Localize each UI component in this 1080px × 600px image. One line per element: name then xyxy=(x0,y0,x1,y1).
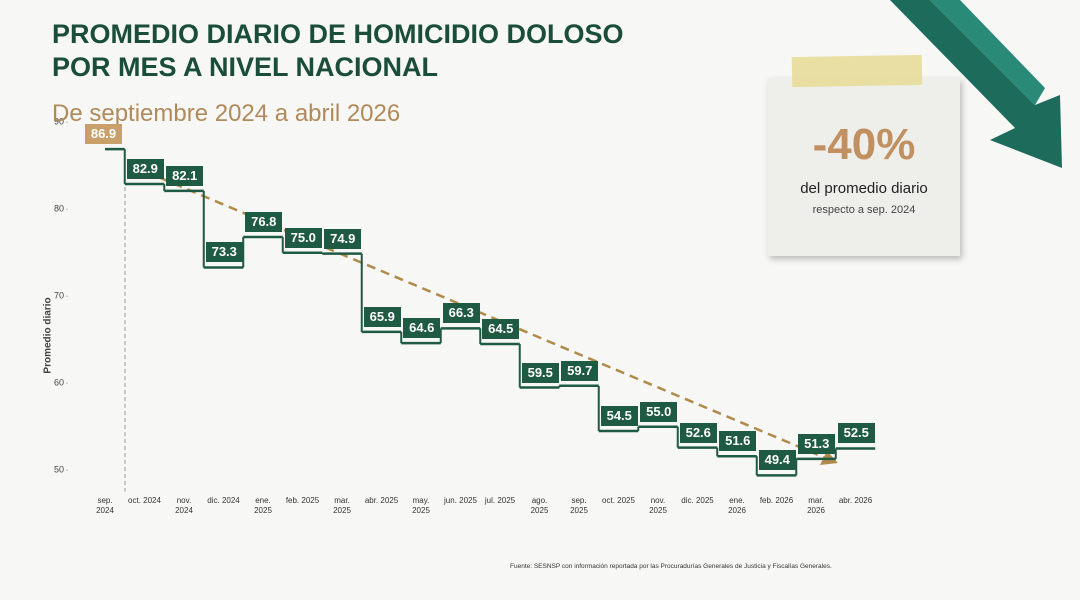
x-tick-label: feb. 2025 xyxy=(285,495,320,505)
value-label: 74.9 xyxy=(324,228,362,249)
x-tick-label: abr. 2026 xyxy=(838,495,873,505)
x-tick-label: dic. 2025 xyxy=(681,495,714,505)
value-label: 55.0 xyxy=(640,401,678,422)
value-label: 82.9 xyxy=(126,158,164,179)
x-tick-label: mar. 2026 xyxy=(807,495,825,515)
trend-line xyxy=(131,164,829,461)
value-label: 59.5 xyxy=(521,362,559,383)
source-note: Fuente: SESNSP con información reportada… xyxy=(510,563,832,570)
y-axis-label: Promedio diario xyxy=(42,297,54,374)
x-tick-label: ago. 2025 xyxy=(530,495,549,515)
value-label: 64.6 xyxy=(403,318,441,339)
value-label: 52.6 xyxy=(679,422,717,443)
x-tick-label: nov. 2024 xyxy=(175,495,193,515)
x-tick-label: jul. 2025 xyxy=(484,495,516,505)
x-tick-label: mar. 2025 xyxy=(333,495,351,515)
value-label: 51.3 xyxy=(798,433,836,454)
chart-title: PROMEDIO DIARIO DE HOMICIDIO DOLOSO POR … xyxy=(52,19,624,82)
x-tick-label: ene. 2026 xyxy=(728,495,746,515)
chart-subtitle: De septiembre 2024 a abril 2026 xyxy=(52,100,401,127)
callout-note: -40% del promedio diario respecto a sep.… xyxy=(768,78,960,256)
y-tick-label: 50 xyxy=(54,465,64,475)
trend-arrow xyxy=(890,0,1062,168)
value-label: 86.9 xyxy=(85,124,122,145)
x-tick-label: may. 2025 xyxy=(412,495,430,515)
value-label: 49.4 xyxy=(758,450,796,471)
value-label: 64.5 xyxy=(482,319,520,340)
x-tick-label: sep. 2025 xyxy=(570,495,588,515)
y-tick-label: 70 xyxy=(54,291,64,301)
value-label: 76.8 xyxy=(245,212,283,233)
x-tick-label: jun. 2025 xyxy=(444,495,477,505)
value-label: 75.0 xyxy=(284,227,322,248)
value-label: 54.5 xyxy=(600,406,638,427)
y-tick-label: 80 xyxy=(54,204,64,214)
value-label: 52.5 xyxy=(837,423,875,444)
callout-subtext: respecto a sep. 2024 xyxy=(812,204,916,216)
x-tick-label: oct. 2024 xyxy=(128,495,161,505)
callout-value: -40% xyxy=(812,120,916,169)
value-label: 82.1 xyxy=(166,165,204,186)
y-tick-label: 90 xyxy=(54,117,64,127)
x-tick-label: ene. 2025 xyxy=(254,495,272,515)
x-tick-label: dic. 2024 xyxy=(207,495,240,505)
x-tick-label: oct. 2025 xyxy=(602,495,635,505)
value-label: 73.3 xyxy=(205,242,243,263)
x-tick-label: nov. 2025 xyxy=(649,495,667,515)
value-label: 59.7 xyxy=(561,360,599,381)
y-tick-label: 60 xyxy=(54,378,64,388)
x-tick-label: feb. 2026 xyxy=(759,495,794,505)
tape xyxy=(791,54,923,88)
value-label: 65.9 xyxy=(363,306,401,327)
x-tick-label: sep. 2024 xyxy=(96,495,114,515)
value-label: 66.3 xyxy=(442,303,480,324)
callout-text: del promedio diario xyxy=(800,180,928,197)
value-label: 51.6 xyxy=(719,431,757,452)
trend-arrow-shade xyxy=(930,0,1045,105)
x-tick-label: abr. 2025 xyxy=(364,495,399,505)
